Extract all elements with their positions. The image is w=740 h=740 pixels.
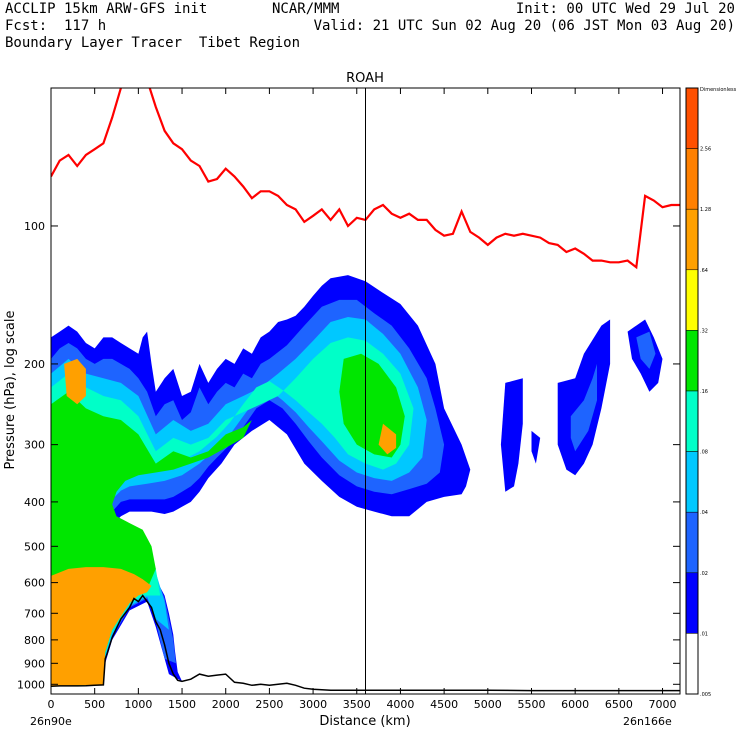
tracer-region-3 — [51, 337, 414, 686]
colorbar-segment — [685, 511, 699, 574]
terrain-line — [51, 594, 680, 692]
colorbar-segment — [685, 451, 699, 513]
y-tick-label: 300 — [24, 439, 45, 452]
tracer-region-8 — [378, 423, 397, 455]
colorbar-segment — [685, 269, 699, 331]
tracer-region-10 — [531, 430, 541, 464]
y-axis-label: Pressure (hPa), log scale — [3, 311, 18, 470]
colorbar-segment — [685, 633, 699, 695]
colorbar-segment — [685, 208, 699, 271]
y-tick-label: 500 — [24, 540, 45, 553]
y-tick-label: 700 — [24, 607, 45, 620]
tracer-region-14 — [636, 331, 656, 369]
colorbar-segment — [685, 390, 699, 452]
colorbar-label: .005 — [700, 692, 711, 698]
colorbar-frame — [685, 87, 699, 695]
y-tick-label: 600 — [24, 577, 45, 590]
x-tick-label: 0 — [48, 698, 55, 711]
colorbar-label: .02 — [700, 571, 708, 577]
plot-frame — [50, 87, 681, 695]
colorbar-label: .08 — [700, 450, 708, 456]
colorbar-label: .64 — [700, 268, 708, 274]
header-line2-left: Fcst: 117 h — [5, 18, 107, 34]
colorbar-label: .16 — [700, 389, 708, 395]
x-tick-label: 2000 — [212, 698, 240, 711]
colorbar-label: .01 — [700, 631, 708, 637]
colorbar-segment — [685, 330, 699, 392]
x-tick-label: 4000 — [386, 698, 414, 711]
colorbar-segment — [685, 87, 699, 149]
header-line2-right: Valid: 21 UTC Sun 02 Aug 20 (06 JST Mon … — [313, 18, 735, 34]
x-axis-label: Distance (km) — [319, 714, 410, 729]
tracer-fill-layer — [51, 275, 663, 686]
y-tick-label: 800 — [24, 634, 45, 647]
tracer-region-9 — [500, 378, 523, 492]
line-layer — [51, 88, 680, 694]
colorbar-label: .32 — [700, 328, 708, 334]
x-tick-label: 7000 — [649, 698, 677, 711]
y-tick-label: 200 — [24, 358, 45, 371]
x-end-label-right: 26n166e — [623, 715, 672, 728]
x-tick-label: 6500 — [605, 698, 633, 711]
colorbar: Dimensionless 2.56 1.28 .64 .32 .16 .08 .04 .02.… — [685, 87, 737, 698]
colorbar-segment — [685, 572, 699, 634]
x-tick-label: 5500 — [517, 698, 545, 711]
tracer-region-12 — [570, 363, 597, 452]
y-ticks: 100 200 300 400 500 600 700 800 900 1000 — [17, 220, 680, 691]
header-line1-center: NCAR/MMM — [272, 1, 340, 17]
chart-title: ROAH — [346, 71, 384, 86]
x-tick-label: 2500 — [255, 698, 283, 711]
colorbar-label: Dimensionless — [700, 87, 737, 93]
x-ticks: 0 500 1000 1500 2000 2500 3000 3500 4000 4500 5000… — [48, 88, 677, 711]
colorbar-label: 1.28 — [700, 207, 711, 213]
colorbar-segment — [685, 148, 699, 210]
tracer-region-11 — [557, 319, 611, 476]
x-tick-label: 3500 — [343, 698, 371, 711]
y-tick-label: 1000 — [17, 678, 45, 691]
x-tick-label: 1000 — [124, 698, 152, 711]
y-tick-label: 100 — [24, 220, 45, 233]
x-tick-label: 4500 — [430, 698, 458, 711]
header-line1-left: ACCLIP 15km ARW-GFS init — [5, 1, 208, 17]
x-tick-label: 5000 — [474, 698, 502, 711]
tracer-region-7 — [64, 358, 86, 405]
tracer-region-6 — [51, 567, 152, 686]
header-line3-left: Boundary Layer Tracer Tibet Region — [5, 35, 301, 51]
x-tick-label: 6000 — [561, 698, 589, 711]
colorbar-label: 2.56 — [700, 147, 711, 153]
y-tick-label: 900 — [24, 657, 45, 670]
x-tick-label: 500 — [84, 698, 105, 711]
x-tick-label: 3000 — [299, 698, 327, 711]
y-tick-label: 400 — [24, 496, 45, 509]
x-end-label-left: 26n90e — [30, 715, 72, 728]
header-line1-right: Init: 00 UTC Wed 29 Jul 20 — [515, 1, 735, 17]
colorbar-label: .04 — [700, 510, 708, 516]
x-tick-label: 1500 — [168, 698, 196, 711]
